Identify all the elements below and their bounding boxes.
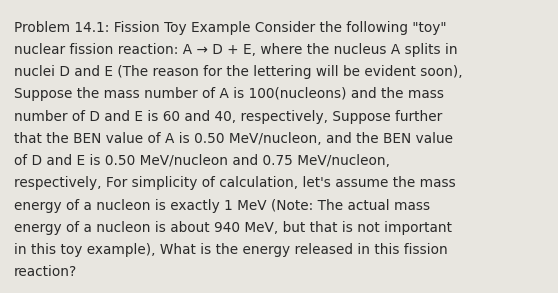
Text: respectively, For simplicity of calculation, let's assume the mass: respectively, For simplicity of calculat…: [14, 176, 456, 190]
Text: Suppose the mass number of A is 100(nucleons) and the mass: Suppose the mass number of A is 100(nucl…: [14, 87, 444, 101]
Text: of D and E is 0.50 MeV/nucleon and 0.75 MeV/nucleon,: of D and E is 0.50 MeV/nucleon and 0.75 …: [14, 154, 390, 168]
Text: nuclei D and E (The reason for the lettering will be evident soon),: nuclei D and E (The reason for the lette…: [14, 65, 463, 79]
Text: reaction?: reaction?: [14, 265, 77, 280]
Text: nuclear fission reaction: A → D + E, where the nucleus A splits in: nuclear fission reaction: A → D + E, whe…: [14, 43, 458, 57]
Text: that the BEN value of A is 0.50 MeV/nucleon, and the BEN value: that the BEN value of A is 0.50 MeV/nucl…: [14, 132, 453, 146]
Text: number of D and E is 60 and 40, respectively, Suppose further: number of D and E is 60 and 40, respecti…: [14, 110, 442, 124]
Text: in this toy example), What is the energy released in this fission: in this toy example), What is the energy…: [14, 243, 448, 257]
Text: Problem 14.1: Fission Toy Example Consider the following "toy": Problem 14.1: Fission Toy Example Consid…: [14, 21, 446, 35]
Text: energy of a nucleon is exactly 1 MeV (Note: The actual mass: energy of a nucleon is exactly 1 MeV (No…: [14, 199, 430, 213]
Text: energy of a nucleon is about 940 MeV, but that is not important: energy of a nucleon is about 940 MeV, bu…: [14, 221, 452, 235]
